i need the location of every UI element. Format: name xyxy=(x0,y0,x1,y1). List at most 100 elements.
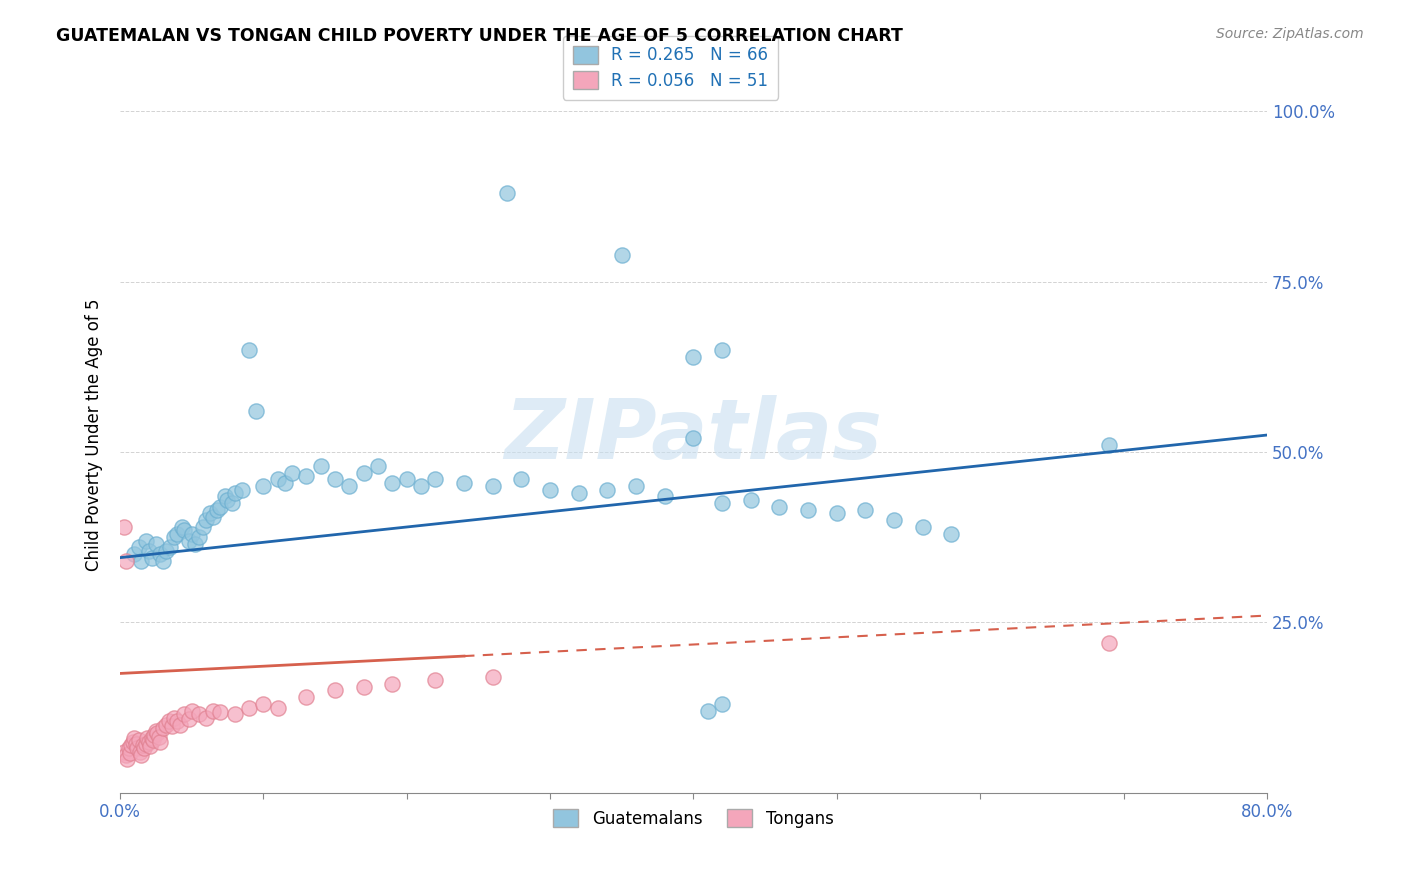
Point xyxy=(911,520,934,534)
Point xyxy=(425,472,447,486)
Point xyxy=(323,472,346,486)
Point xyxy=(169,717,191,731)
Point xyxy=(141,731,163,746)
Point xyxy=(135,737,157,751)
Point xyxy=(136,731,159,746)
Point xyxy=(131,554,153,568)
Point xyxy=(624,479,647,493)
Point xyxy=(152,721,174,735)
Point xyxy=(381,676,404,690)
Point xyxy=(187,530,209,544)
Point xyxy=(146,725,169,739)
Point xyxy=(224,707,246,722)
Point xyxy=(295,469,318,483)
Point xyxy=(173,707,195,722)
Point xyxy=(596,483,619,497)
Point xyxy=(214,489,236,503)
Point xyxy=(1098,438,1121,452)
Point xyxy=(170,520,193,534)
Point xyxy=(160,719,183,733)
Point xyxy=(238,343,260,357)
Point xyxy=(128,541,150,555)
Text: Source: ZipAtlas.com: Source: ZipAtlas.com xyxy=(1216,27,1364,41)
Point xyxy=(149,547,172,561)
Y-axis label: Child Poverty Under the Age of 5: Child Poverty Under the Age of 5 xyxy=(86,299,103,571)
Point xyxy=(145,724,167,739)
Point xyxy=(610,247,633,261)
Point xyxy=(148,730,170,744)
Point xyxy=(711,697,734,711)
Point xyxy=(682,350,704,364)
Point xyxy=(481,479,503,493)
Point xyxy=(202,509,225,524)
Point xyxy=(155,717,177,731)
Point xyxy=(496,186,519,201)
Text: ZIPatlas: ZIPatlas xyxy=(505,394,883,475)
Point xyxy=(696,704,718,718)
Point xyxy=(568,486,591,500)
Point xyxy=(195,513,218,527)
Point xyxy=(163,530,186,544)
Point xyxy=(115,751,138,765)
Point xyxy=(138,734,160,748)
Point xyxy=(117,741,139,756)
Point xyxy=(654,489,676,503)
Point xyxy=(157,714,180,728)
Point xyxy=(797,503,820,517)
Point xyxy=(200,507,222,521)
Point xyxy=(143,728,166,742)
Point xyxy=(252,697,274,711)
Point xyxy=(209,706,232,720)
Point xyxy=(207,503,229,517)
Point xyxy=(142,732,165,747)
Point xyxy=(118,746,141,760)
Point xyxy=(381,475,404,490)
Point xyxy=(155,544,177,558)
Point xyxy=(177,533,200,548)
Point xyxy=(135,533,157,548)
Legend: Guatemalans, Tongans: Guatemalans, Tongans xyxy=(547,803,841,834)
Point xyxy=(941,526,963,541)
Point xyxy=(166,526,188,541)
Point xyxy=(145,537,167,551)
Point xyxy=(159,541,181,555)
Point xyxy=(825,507,848,521)
Point xyxy=(122,734,145,748)
Point xyxy=(682,432,704,446)
Point xyxy=(209,500,232,514)
Point xyxy=(114,748,136,763)
Point xyxy=(224,486,246,500)
Point xyxy=(124,731,146,746)
Point xyxy=(120,738,142,752)
Point xyxy=(768,500,790,514)
Point xyxy=(132,738,155,752)
Point xyxy=(152,554,174,568)
Point xyxy=(740,492,762,507)
Point xyxy=(134,741,156,756)
Point xyxy=(114,554,136,568)
Point xyxy=(367,458,389,473)
Point xyxy=(138,544,160,558)
Point xyxy=(266,700,288,714)
Point xyxy=(112,745,135,759)
Point xyxy=(711,343,734,357)
Point xyxy=(221,496,243,510)
Point xyxy=(177,712,200,726)
Point xyxy=(266,472,288,486)
Point xyxy=(353,680,375,694)
Point xyxy=(187,707,209,722)
Point xyxy=(131,748,153,763)
Point xyxy=(127,741,149,756)
Point xyxy=(163,711,186,725)
Point xyxy=(245,404,267,418)
Point xyxy=(481,670,503,684)
Point xyxy=(166,714,188,728)
Point xyxy=(274,475,297,490)
Point xyxy=(124,547,146,561)
Point xyxy=(309,458,332,473)
Point xyxy=(125,737,148,751)
Point xyxy=(180,526,202,541)
Point xyxy=(238,700,260,714)
Point xyxy=(453,475,475,490)
Point xyxy=(510,472,533,486)
